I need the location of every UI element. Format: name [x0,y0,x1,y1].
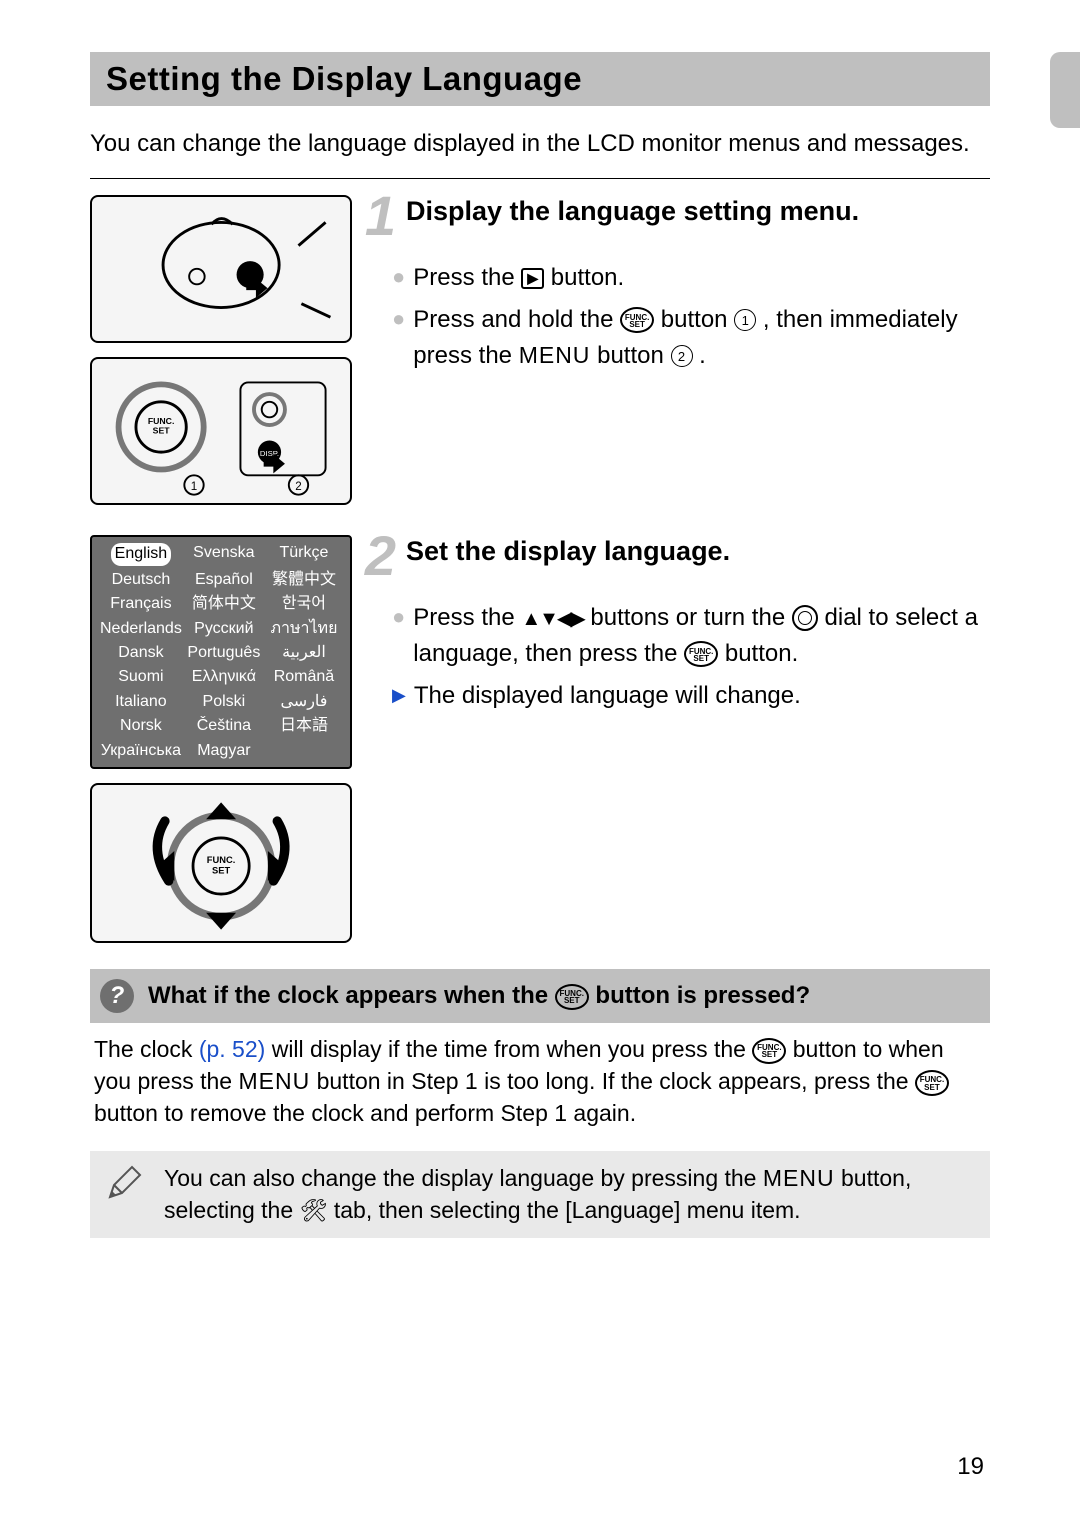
arrow-buttons-icon: ▲▼◀▶ [521,608,583,630]
menu-label: MENU [238,1068,310,1094]
language-table: EnglishSvenskaTürkçe DeutschEspañol繁體中文 Fr… [90,535,352,769]
language-cell: Magyar [184,739,264,763]
language-cell: ภาษาไทย [264,617,344,641]
info-title: What if the clock appears when the FUNC.… [148,982,810,1010]
text: The displayed language will change. [414,678,801,714]
question-mark-icon: ? [100,979,134,1013]
language-cell: Українська [98,739,184,763]
play-icon: ▶ [521,268,544,289]
language-cell: Nederlands [98,617,184,641]
language-cell: Čeština [184,714,264,738]
language-cell: Norsk [98,714,184,738]
buttons-svg: FUNC. SET DISP. 1 2 [105,367,337,497]
page-title: Setting the Display Language [106,60,974,98]
svg-text:FUNC.: FUNC. [207,855,236,865]
page-ref-link[interactable]: (p. 52) [199,1036,265,1062]
func-set-icon: FUNC.SET [915,1070,949,1096]
step-1-number: 1 [356,191,396,241]
result-arrow-icon: ▶ [392,678,406,714]
language-cell: English [98,541,184,567]
pencil-icon [104,1163,144,1203]
svg-text:SET: SET [212,865,230,875]
menu-label: MENU [519,342,591,368]
dial-icon [792,605,818,631]
circled-1-icon: 1 [734,309,756,331]
language-cell: Português [184,641,264,665]
language-cell: 日本語 [264,714,344,738]
text: button. [725,640,798,667]
text: button [597,342,670,369]
text: buttons or turn the [590,604,791,631]
page-number: 19 [957,1453,984,1481]
menu-label: MENU [763,1165,835,1191]
text: button [661,306,734,333]
text: Press and hold the [413,306,620,333]
func-set-icon: FUNC.SET [684,641,718,667]
info-body: The clock (p. 52) will display if the ti… [94,1033,986,1130]
info-heading-band: ? What if the clock appears when the FUN… [90,969,990,1023]
step-2-number: 2 [356,531,396,581]
separator [90,178,990,179]
circled-2-icon: 2 [671,345,693,367]
step-2-bullet-1: ● Press the ▲▼◀▶ buttons or turn the dia… [392,600,990,672]
language-cell: Polski [184,690,264,714]
step-1-row: FUNC. SET DISP. 1 2 [90,195,990,505]
svg-text:SET: SET [153,425,171,435]
svg-text:1: 1 [191,479,197,492]
tools-tab-icon: 🛠 [300,1198,328,1223]
language-cell: Română [264,665,344,689]
language-cell: 简体中文 [184,592,264,616]
text: button. [551,264,624,291]
language-cell: Русский [184,617,264,641]
language-cell [264,739,344,763]
title-bar: Setting the Display Language [90,52,990,106]
illustration-camera-top [90,195,352,343]
func-set-icon: FUNC.SET [555,984,589,1010]
language-cell: Deutsch [98,568,184,592]
language-cell: 한국어 [264,592,344,616]
intro-text: You can change the language displayed in… [90,128,990,160]
illustration-buttons: FUNC. SET DISP. 1 2 [90,357,352,505]
note-text: You can also change the display language… [164,1163,976,1225]
language-cell: Svenska [184,541,264,567]
language-cell: Türkçe [264,541,344,567]
bullet-dot-icon: ● [392,260,405,296]
step-2-row: EnglishSvenskaTürkçe DeutschEspañol繁體中文 Fr… [90,535,990,943]
text: Press the [413,264,521,291]
illustration-dial: FUNC. SET [90,783,352,943]
language-cell: 繁體中文 [264,568,344,592]
language-cell: Ελληνικά [184,665,264,689]
bullet-dot-icon: ● [392,600,405,672]
text: Press the [413,604,521,631]
func-set-icon: FUNC.SET [620,307,654,333]
language-cell: Italiano [98,690,184,714]
step-1-title: Display the language setting menu. [406,195,859,229]
func-set-icon: FUNC.SET [752,1038,786,1064]
language-cell: Français [98,592,184,616]
language-cell: فارسی [264,690,344,714]
svg-text:2: 2 [295,479,301,492]
svg-text:FUNC.: FUNC. [148,416,175,426]
language-cell: Suomi [98,665,184,689]
step-2-result: ▶ The displayed language will change. [392,678,990,714]
dial-svg: FUNC. SET [105,793,337,933]
step-2-title: Set the display language. [406,535,730,569]
step-1-bullet-1: ● Press the ▶ button. [392,260,990,296]
language-cell: Español [184,568,264,592]
text: . [699,342,706,369]
language-cell: Dansk [98,641,184,665]
step-1-bullet-2: ● Press and hold the FUNC.SET button 1 ,… [392,302,990,374]
bullet-dot-icon: ● [392,302,405,374]
language-cell: العربية [264,641,344,665]
camera-top-svg [105,205,337,335]
thumb-tab [1050,52,1080,128]
note-band: You can also change the display language… [90,1151,990,1237]
